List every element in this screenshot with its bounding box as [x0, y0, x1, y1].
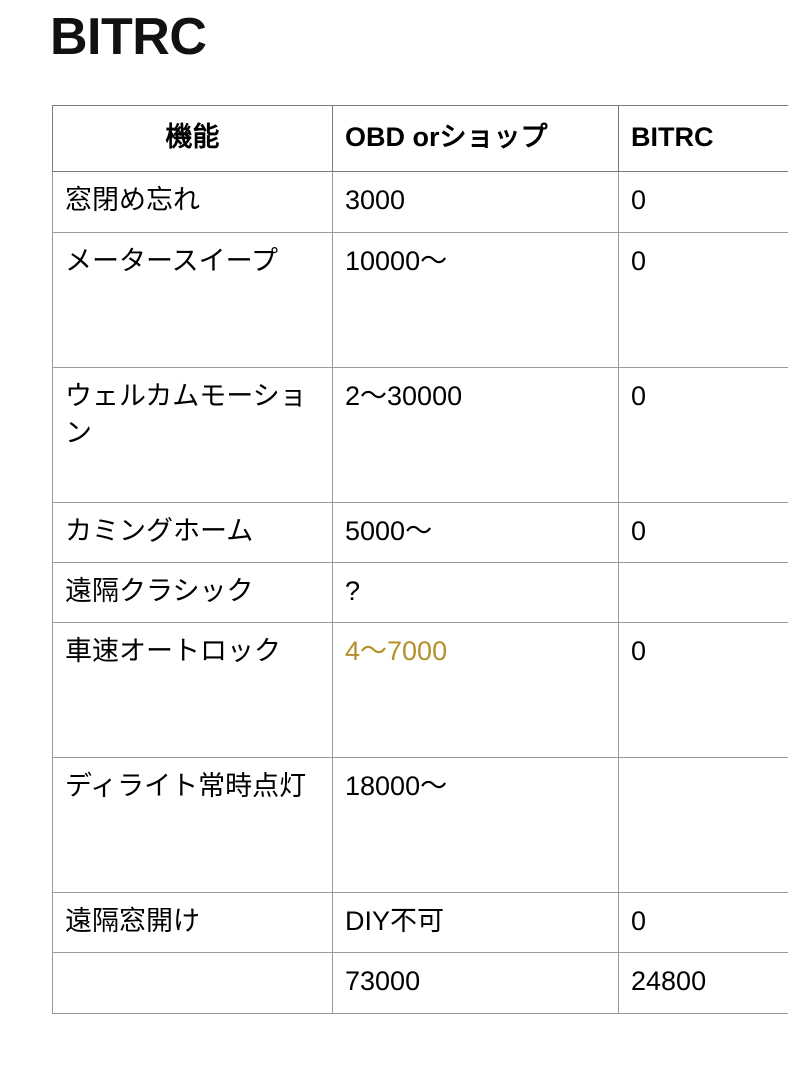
- cell-obd-cost: ?: [332, 561, 619, 624]
- cell-feature: [52, 952, 333, 1014]
- cell-obd-cost: 2〜30000: [332, 366, 619, 503]
- cell-obd-cost: 18000〜: [332, 757, 619, 893]
- table-row: カミングホーム 5000〜 0: [52, 501, 788, 563]
- column-header-bitrc: BITRC: [618, 105, 788, 173]
- table-body: 窓閉め忘れ 3000 0 メータースイープ 10000〜 0 ウェルカムモーショ…: [52, 171, 788, 1014]
- cell-feature: 遠隔窓開け: [52, 891, 333, 954]
- cell-obd-cost: 10000〜: [332, 231, 619, 368]
- cell-bitrc-cost: 0: [618, 891, 788, 954]
- table-header: 機能 OBD orショップ BITRC: [52, 105, 788, 173]
- cell-bitrc-total: 24800: [618, 952, 788, 1014]
- cell-bitrc-cost: 0: [618, 231, 788, 368]
- table-row: 遠隔窓開け DIY不可 0: [52, 891, 788, 954]
- cell-obd-total: 73000: [332, 952, 619, 1014]
- cell-feature: 遠隔クラシック: [52, 561, 333, 624]
- table-row: ウェルカムモーション 2〜30000 0: [52, 366, 788, 503]
- cell-feature: ディライト常時点灯: [52, 757, 333, 893]
- cell-feature: ウェルカムモーション: [52, 366, 333, 503]
- cell-bitrc-cost: 0: [618, 501, 788, 563]
- cell-feature: カミングホーム: [52, 501, 333, 563]
- table-header-row: 機能 OBD orショップ BITRC: [52, 105, 788, 173]
- table-row: メータースイープ 10000〜 0: [52, 231, 788, 368]
- cell-obd-cost: 4〜7000: [332, 622, 619, 758]
- page-title: BITRC: [50, 8, 207, 66]
- cell-bitrc-cost: 0: [618, 622, 788, 758]
- table-container: 機能 OBD orショップ BITRC 窓閉め忘れ 3000 0 メータースイー…: [52, 105, 788, 1014]
- cell-feature: 窓閉め忘れ: [52, 171, 333, 233]
- table-row: 窓閉め忘れ 3000 0: [52, 171, 788, 233]
- cell-bitrc-cost: 0: [618, 171, 788, 233]
- table-row: ディライト常時点灯 18000〜: [52, 757, 788, 893]
- cell-obd-cost: 5000〜: [332, 501, 619, 563]
- column-header-feature: 機能: [52, 105, 333, 173]
- column-header-obd: OBD orショップ: [332, 105, 619, 173]
- cell-obd-cost: 3000: [332, 171, 619, 233]
- bitrc-cost-comparison-table: 機能 OBD orショップ BITRC 窓閉め忘れ 3000 0 メータースイー…: [52, 105, 788, 1014]
- cell-obd-cost: DIY不可: [332, 891, 619, 954]
- cell-bitrc-cost: [618, 561, 788, 624]
- cell-bitrc-cost: [618, 757, 788, 893]
- table-row: 車速オートロック 4〜7000 0: [52, 622, 788, 758]
- cell-feature: メータースイープ: [52, 231, 333, 368]
- cell-feature: 車速オートロック: [52, 622, 333, 758]
- cell-bitrc-cost: 0: [618, 366, 788, 503]
- table-row: 遠隔クラシック ?: [52, 561, 788, 624]
- table-row-total: 73000 24800: [52, 952, 788, 1014]
